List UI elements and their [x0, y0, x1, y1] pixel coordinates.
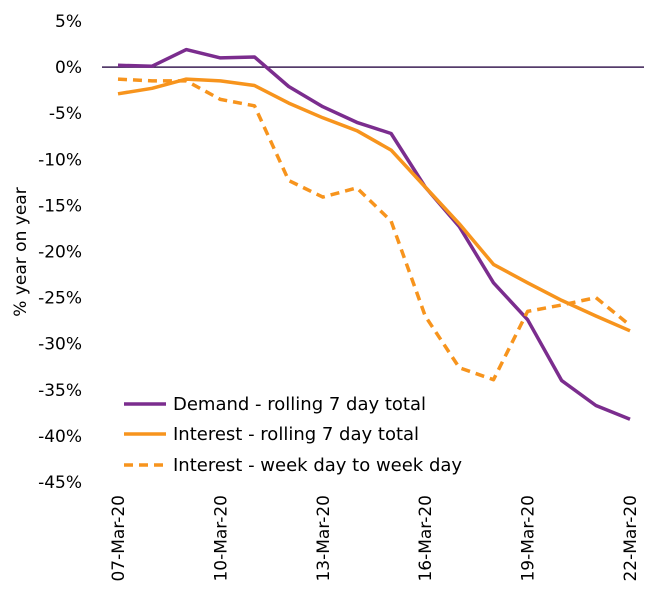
- x-tick-label: 13-Mar-20: [314, 495, 334, 582]
- legend-label: Interest - rolling 7 day total: [173, 424, 419, 445]
- y-tick-label: -40%: [38, 427, 82, 447]
- x-tick-label: 19-Mar-20: [519, 495, 539, 582]
- x-tick-label: 07-Mar-20: [109, 495, 129, 582]
- y-tick-label: 5%: [55, 12, 82, 32]
- y-axis-ticks: 5% 0% -5% -10% -15% -20% -25% -30% -35% -40% -45%: [38, 12, 82, 493]
- series-line-3: [117, 77, 632, 382]
- x-tick-label: 22-Mar-20: [621, 495, 641, 582]
- legend-label: Interest - week day to week day: [173, 455, 462, 476]
- y-axis-title: % year on year: [11, 187, 31, 316]
- y-tick-label: -25%: [38, 289, 82, 309]
- legend-label: Demand - rolling 7 day total: [173, 394, 426, 415]
- y-tick-label: -15%: [38, 196, 82, 216]
- series-line-2: [117, 77, 631, 333]
- y-tick-label: -30%: [38, 335, 82, 355]
- x-tick-label: 10-Mar-20: [211, 495, 231, 582]
- y-tick-label: -20%: [38, 243, 82, 263]
- series-lines: [117, 47, 632, 421]
- y-tick-label: 0%: [55, 58, 82, 78]
- y-tick-label: -5%: [49, 104, 82, 124]
- legend: Demand - rolling 7 day total Interest - r…: [124, 394, 462, 476]
- y-tick-label: -10%: [38, 150, 82, 170]
- x-axis-ticks: 07-Mar-20 10-Mar-20 13-Mar-20 16-Mar-20 19-M…: [109, 495, 641, 582]
- series-line-1: [117, 47, 631, 421]
- x-tick-label: 16-Mar-20: [416, 495, 436, 582]
- y-tick-label: -45%: [38, 473, 82, 493]
- y-tick-label: -35%: [38, 381, 82, 401]
